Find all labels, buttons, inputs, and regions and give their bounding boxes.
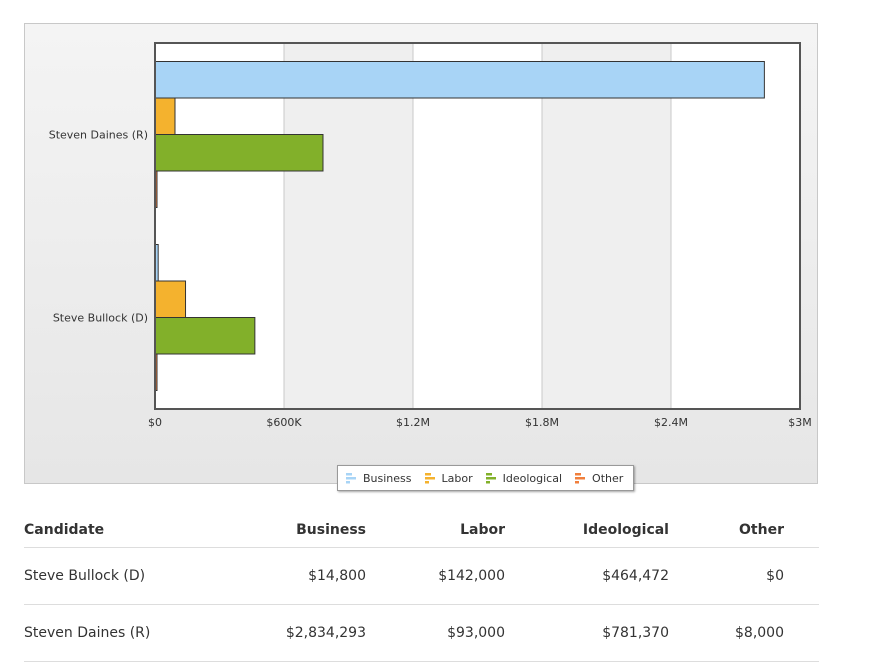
x-tick-label: $1.8M: [525, 416, 559, 429]
table-header-row: Candidate Business Labor Ideological Oth…: [24, 512, 819, 548]
plot-area: [155, 43, 800, 409]
category-label: Steve Bullock (D): [53, 312, 148, 325]
bar-ideological: [154, 317, 256, 355]
plot-frame: [154, 42, 801, 410]
contributions-table: Candidate Business Labor Ideological Oth…: [24, 512, 819, 662]
cell-labor: $142,000: [366, 547, 505, 605]
cell-business: $14,800: [244, 547, 366, 605]
x-tick-label: $3M: [788, 416, 812, 429]
category-label: Steven Daines (R): [49, 129, 148, 142]
table-row: Steven Daines (R) $2,834,293 $93,000 $78…: [24, 604, 819, 662]
legend-item-labor[interactable]: Labor: [424, 472, 473, 485]
cell-ideological: $464,472: [505, 547, 669, 605]
header-candidate: Candidate: [24, 512, 244, 548]
bar-legend-icon: [485, 473, 496, 484]
bar-business: [154, 61, 765, 99]
cell-candidate: Steven Daines (R): [24, 604, 244, 662]
cell-ideological: $781,370: [505, 604, 669, 662]
grid-band: [284, 43, 413, 409]
x-tick-label: $1.2M: [396, 416, 430, 429]
legend-label: Ideological: [502, 471, 563, 485]
chart-legend: Business Labor Ideological Other: [337, 465, 635, 491]
chart-panel: Steven Daines (R) Steve Bullock (D) $0 $600…: [24, 23, 818, 491]
legend-label: Business: [363, 471, 412, 485]
cell-other: $8,000: [669, 604, 784, 662]
cell-candidate: Steve Bullock (D): [24, 547, 244, 605]
x-tick-label: $600K: [266, 416, 302, 429]
bar-ideological: [154, 134, 324, 172]
table-row: Steve Bullock (D) $14,800 $142,000 $464,…: [24, 547, 819, 605]
header-business: Business: [244, 512, 366, 548]
grid-band: [542, 43, 671, 409]
legend-item-business[interactable]: Business: [345, 472, 412, 485]
bar-labor: [154, 97, 176, 135]
bar-chart: Steven Daines (R) Steve Bullock (D) $0 $600…: [49, 42, 812, 429]
cell-business: $2,834,293: [244, 604, 366, 662]
header-labor: Labor: [366, 512, 505, 548]
cell-other: $0: [669, 547, 784, 605]
bar-labor: [154, 280, 187, 318]
legend-label: Other: [592, 471, 624, 485]
x-tick-label: $2.4M: [654, 416, 688, 429]
legend-item-ideological[interactable]: Ideological: [485, 472, 562, 485]
bar-legend-icon: [575, 473, 586, 484]
cell-labor: $93,000: [366, 604, 505, 662]
legend-item-other[interactable]: Other: [574, 472, 623, 485]
x-tick-label: $0: [148, 416, 162, 429]
bar-legend-icon: [424, 473, 435, 484]
header-ideological: Ideological: [505, 512, 669, 548]
legend-label: Labor: [441, 471, 473, 485]
bar-legend-icon: [346, 473, 356, 484]
header-other: Other: [669, 512, 784, 548]
